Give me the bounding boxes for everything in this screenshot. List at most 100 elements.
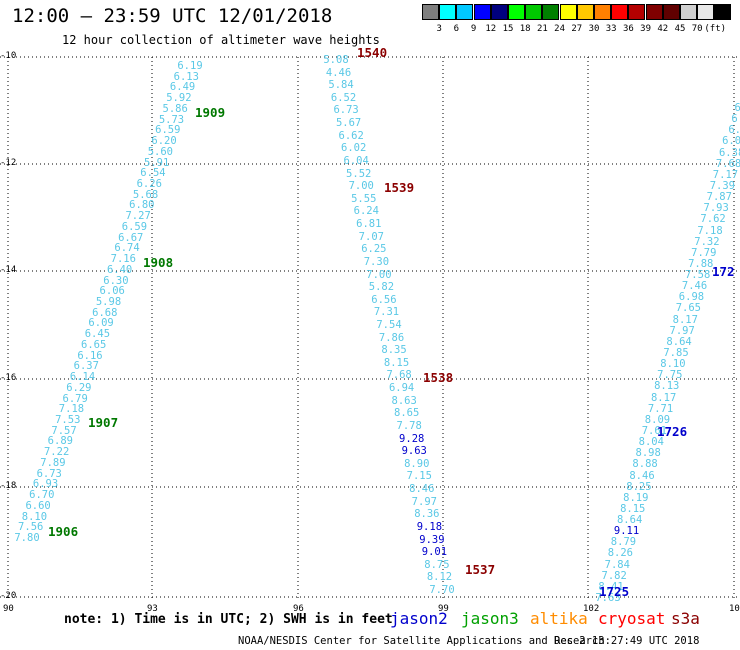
swh-value: 8.17 — [672, 313, 698, 326]
latitude-label: -14 — [0, 265, 17, 275]
swh-value: 6.73 — [333, 104, 359, 117]
satellite-label-jason3: jason3 — [461, 609, 519, 628]
swh-value: 7.00 — [366, 268, 392, 281]
swh-value: 6.56 — [371, 293, 397, 306]
swh-value: 7.61 — [641, 424, 668, 437]
colorbar-label: 24 — [554, 24, 566, 34]
swh-value: 8.12 — [426, 571, 453, 584]
swh-value: 8.09 — [644, 413, 671, 426]
swh-value: 6.67 — [118, 231, 144, 244]
swh-value: 6.07 — [722, 135, 740, 148]
swh-value: 8.98 — [635, 447, 661, 460]
swh-value: 8.35 — [381, 344, 407, 357]
colorbar-swatch — [680, 4, 697, 20]
swh-value: 6.45 — [84, 328, 111, 341]
swh-value: 8.25 — [626, 480, 652, 493]
swh-value: 7.82 — [601, 569, 627, 582]
colorbar-swatch — [594, 4, 611, 20]
latitude-label: -18 — [0, 481, 17, 491]
swh-value: 5.73 — [158, 113, 185, 126]
swh-value: 7.18 — [58, 403, 85, 416]
swh-value: 5.67 — [335, 117, 362, 130]
swh-value: 8.90 — [404, 457, 430, 470]
longitude-label: 105 — [729, 604, 740, 614]
swh-value: 9.39 — [419, 533, 445, 546]
longitude-label: 93 — [147, 604, 158, 614]
swh-value: 7.85 — [663, 347, 689, 359]
colorbar-label: 12 — [485, 24, 497, 34]
satellite-label-altika: altika — [530, 609, 588, 628]
swh-value: 8.75 — [424, 558, 450, 571]
longitude-label: 102 — [583, 604, 600, 614]
swh-value: 8.10 — [660, 358, 686, 371]
swh-value: 7.78 — [396, 419, 422, 432]
colorbar-label: 27 — [571, 24, 583, 34]
swh-value: 7.54 — [376, 319, 402, 331]
colorbar-swatch — [473, 4, 491, 20]
swh-value: 6.25 — [361, 243, 387, 256]
swh-value: 5.52 — [346, 167, 372, 180]
colorbar-swatch — [611, 4, 629, 20]
swh-value: 6.79 — [62, 392, 88, 405]
swh-value: 5.91 — [144, 156, 170, 169]
swh-value: 6.2 — [728, 124, 740, 137]
swh-value: 6.09 — [88, 317, 114, 330]
swh-value: 6.68 — [92, 306, 118, 319]
colorbar-swatch — [697, 4, 715, 20]
colorbar-swatch — [490, 4, 508, 20]
generated-timestamp: Dec 2 13:27:49 UTC 2018 — [554, 635, 700, 647]
swh-value: 6.16 — [77, 349, 103, 362]
swh-value: 7.32 — [694, 235, 720, 248]
swh-value: 7.31 — [373, 306, 400, 319]
swh-value: 6.3 — [734, 102, 740, 114]
swh-value: 6.20 — [151, 135, 177, 148]
swh-value: 5.84 — [328, 79, 354, 92]
longitude-label: 99 — [438, 604, 449, 614]
swh-value: 7.97 — [411, 495, 437, 508]
swh-value: 7.56 — [18, 521, 44, 534]
longitude-label: 96 — [293, 604, 304, 614]
swh-value: 7.89 — [40, 456, 66, 469]
colorbar-label: 21 — [536, 24, 548, 34]
pass-time-label: 1907 — [88, 415, 119, 430]
swh-value: 6.38 — [718, 146, 740, 159]
swh-value: 5.86 — [162, 102, 188, 115]
swh-value: 6.59 — [121, 220, 148, 233]
swh-value: 6.89 — [47, 435, 73, 448]
swh-value: 7.70 — [429, 584, 455, 596]
swh-value: 6.13 — [173, 70, 199, 83]
swh-value: 5.60 — [147, 145, 174, 158]
colorbar-label: 39 — [640, 24, 652, 34]
footer-note: note: 1) Time is in UTC; 2) SWH is in fe… — [64, 612, 393, 627]
swh-value: 8.04 — [638, 436, 664, 449]
swh-value: 8.17 — [650, 391, 677, 404]
latitude-label: -20 — [0, 591, 17, 601]
swh-value: 5.82 — [368, 281, 395, 294]
colorbar-label: 33 — [605, 24, 617, 34]
swh-value: 6.24 — [353, 205, 379, 218]
swh-value: 6.74 — [114, 242, 140, 255]
swh-value: 6.81 — [356, 218, 382, 231]
satellite-label-cryosat: cryosat — [598, 609, 666, 628]
colorbar-label: 3 — [436, 24, 442, 34]
latitude-label: -10 — [0, 51, 17, 61]
swh-value: 5.55 — [351, 192, 377, 205]
swh-value: 6.62 — [338, 129, 364, 142]
swh-value: 6.26 — [136, 178, 162, 190]
swh-value: 6.06 — [99, 285, 125, 298]
colorbar-label: (ft) — [704, 24, 727, 34]
swh-value: 7.17 — [712, 168, 739, 181]
pass-time-label: 1540 — [357, 45, 388, 60]
swh-value: 6.98 — [678, 291, 705, 304]
swh-value: 5.68 — [132, 188, 159, 201]
satellite-label-jason2: jason2 — [390, 609, 448, 628]
swh-value: 7.86 — [378, 331, 405, 344]
swh-value: 6.94 — [388, 382, 415, 395]
swh-value: 8.26 — [607, 547, 634, 560]
swh-value: 7.65 — [675, 302, 702, 315]
swh-value: 6.65 — [81, 338, 107, 351]
swh-value: 8.64 — [666, 335, 692, 348]
colorbar-swatch — [576, 4, 594, 20]
colorbar-swatch — [628, 4, 646, 20]
